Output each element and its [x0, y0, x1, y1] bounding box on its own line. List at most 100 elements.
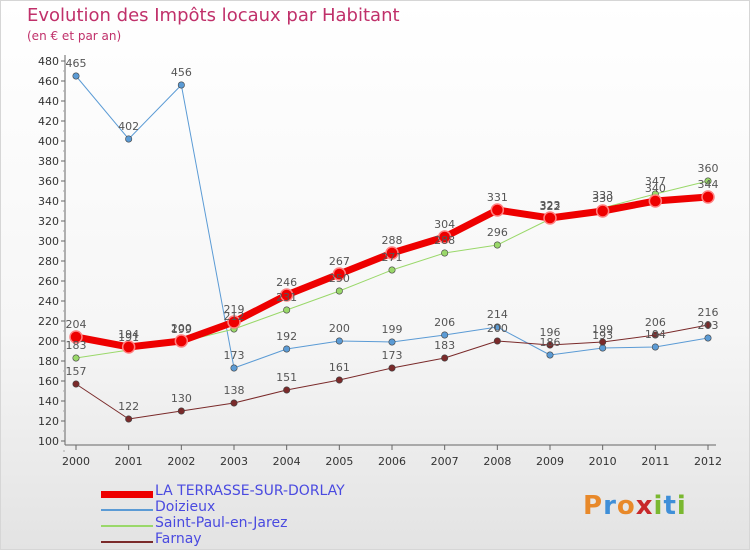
- y-tick-label: 160: [38, 375, 59, 388]
- y-tick-label: 200: [38, 335, 59, 348]
- data-label-la-terrasse-sur-dorlay: 323: [540, 199, 561, 212]
- data-label-la-terrasse-sur-dorlay: 330: [592, 192, 613, 205]
- data-point-farnay: [388, 364, 396, 372]
- legend-swatch: [101, 525, 153, 527]
- legend-label: LA TERRASSE-SUR-DORLAY: [155, 483, 345, 499]
- data-label-saint-paul-en-jarez: 347: [645, 175, 666, 188]
- data-label-la-terrasse-sur-dorlay: 194: [118, 328, 139, 341]
- data-point-farnay: [704, 321, 712, 329]
- data-point-farnay: [441, 354, 449, 362]
- x-tick-label: 2010: [589, 455, 617, 468]
- data-point-farnay: [125, 415, 133, 423]
- x-tick-label: 2006: [378, 455, 406, 468]
- y-tick-label: 180: [38, 355, 59, 368]
- logo-letter: i: [676, 491, 687, 521]
- chart-title: Evolution des Impôts locaux par Habitant: [27, 5, 400, 26]
- data-point-doizieux: [72, 72, 80, 80]
- data-point-doizieux: [599, 344, 607, 352]
- data-point-saint-paul-en-jarez: [704, 177, 712, 185]
- data-label-doizieux: 200: [329, 322, 350, 335]
- data-label-la-terrasse-sur-dorlay: 340: [645, 182, 666, 195]
- data-label-saint-paul-en-jarez: 231: [276, 291, 297, 304]
- data-label-doizieux: 192: [276, 330, 297, 343]
- data-label-saint-paul-en-jarez: 191: [118, 331, 139, 344]
- data-label-farnay: 200: [487, 322, 508, 335]
- logo-letter: r: [603, 491, 617, 521]
- y-tick-label: 220: [38, 315, 59, 328]
- logo-letter: o: [616, 491, 636, 521]
- data-point-la-terrasse-sur-dorlay: [332, 267, 347, 281]
- data-label-saint-paul-en-jarez: 322: [540, 200, 561, 213]
- data-point-doizieux: [546, 351, 554, 359]
- data-point-la-terrasse-sur-dorlay: [174, 334, 189, 348]
- data-label-farnay: 161: [329, 361, 350, 374]
- x-tick-label: 2007: [431, 455, 459, 468]
- data-label-la-terrasse-sur-dorlay: 204: [66, 318, 87, 331]
- data-label-doizieux: 206: [434, 316, 455, 329]
- data-label-farnay: 138: [224, 384, 245, 397]
- x-tick-label: 2002: [167, 455, 195, 468]
- legend-label: Saint-Paul-en-Jarez: [155, 515, 288, 531]
- y-tick-label: 460: [38, 75, 59, 88]
- data-point-saint-paul-en-jarez: [441, 249, 449, 257]
- y-tick-label: 400: [38, 135, 59, 148]
- data-point-la-terrasse-sur-dorlay: [279, 288, 294, 302]
- y-tick-label: 120: [38, 415, 59, 428]
- data-label-doizieux: 199: [382, 323, 403, 336]
- data-point-la-terrasse-sur-dorlay: [437, 230, 452, 244]
- x-tick-label: 2009: [536, 455, 564, 468]
- data-point-la-terrasse-sur-dorlay: [595, 204, 610, 218]
- data-point-doizieux: [230, 364, 238, 372]
- data-point-la-terrasse-sur-dorlay: [121, 340, 136, 354]
- logo-letter: P: [583, 491, 604, 521]
- y-tick-label: 140: [38, 395, 59, 408]
- data-label-doizieux: 465: [66, 57, 87, 70]
- data-point-doizieux: [125, 135, 133, 143]
- data-point-doizieux: [335, 337, 343, 345]
- x-tick-label: 2011: [641, 455, 669, 468]
- y-tick-label: 280: [38, 255, 59, 268]
- data-point-doizieux: [177, 81, 185, 89]
- x-tick-label: 2004: [273, 455, 301, 468]
- data-label-farnay: 206: [645, 316, 666, 329]
- data-label-farnay: 122: [118, 400, 139, 413]
- data-point-farnay: [335, 376, 343, 384]
- data-point-la-terrasse-sur-dorlay: [227, 315, 241, 329]
- data-point-saint-paul-en-jarez: [283, 306, 291, 314]
- data-point-la-terrasse-sur-dorlay: [543, 211, 557, 225]
- logo-letter: x: [635, 491, 654, 521]
- data-point-farnay: [599, 338, 607, 346]
- data-label-doizieux: 203: [698, 319, 719, 332]
- data-point-la-terrasse-sur-dorlay: [385, 246, 399, 260]
- logo-letter: i: [653, 491, 664, 521]
- data-label-la-terrasse-sur-dorlay: 246: [276, 276, 297, 289]
- data-label-doizieux: 214: [487, 308, 508, 321]
- y-tick-label: 380: [38, 155, 59, 168]
- data-label-la-terrasse-sur-dorlay: 267: [329, 255, 350, 268]
- data-point-la-terrasse-sur-dorlay: [648, 194, 663, 208]
- data-point-doizieux: [283, 345, 291, 353]
- x-tick-label: 2000: [62, 455, 90, 468]
- data-label-doizieux: 194: [645, 328, 666, 341]
- data-label-farnay: 151: [276, 371, 297, 384]
- data-label-doizieux: 193: [592, 329, 613, 342]
- y-tick-label: 260: [38, 275, 59, 288]
- chart-subtitle: (en € et par an): [27, 29, 122, 43]
- y-tick-label: 320: [38, 215, 59, 228]
- data-label-la-terrasse-sur-dorlay: 288: [382, 234, 403, 247]
- y-tick-label: 240: [38, 295, 59, 308]
- y-tick-label: 480: [38, 55, 59, 68]
- data-label-farnay: 196: [540, 326, 561, 339]
- data-label-doizieux: 456: [171, 66, 192, 79]
- x-tick-label: 2012: [694, 455, 722, 468]
- legend-label: Farnay: [155, 531, 202, 547]
- legend-swatch: [101, 509, 153, 511]
- data-point-doizieux: [704, 334, 712, 342]
- data-label-saint-paul-en-jarez: 360: [698, 162, 719, 175]
- data-point-saint-paul-en-jarez: [493, 241, 501, 249]
- data-label-farnay: 183: [434, 339, 455, 352]
- logo-letter: t: [663, 491, 677, 521]
- data-label-saint-paul-en-jarez: 183: [66, 339, 87, 352]
- legend-label: Doizieux: [155, 499, 216, 515]
